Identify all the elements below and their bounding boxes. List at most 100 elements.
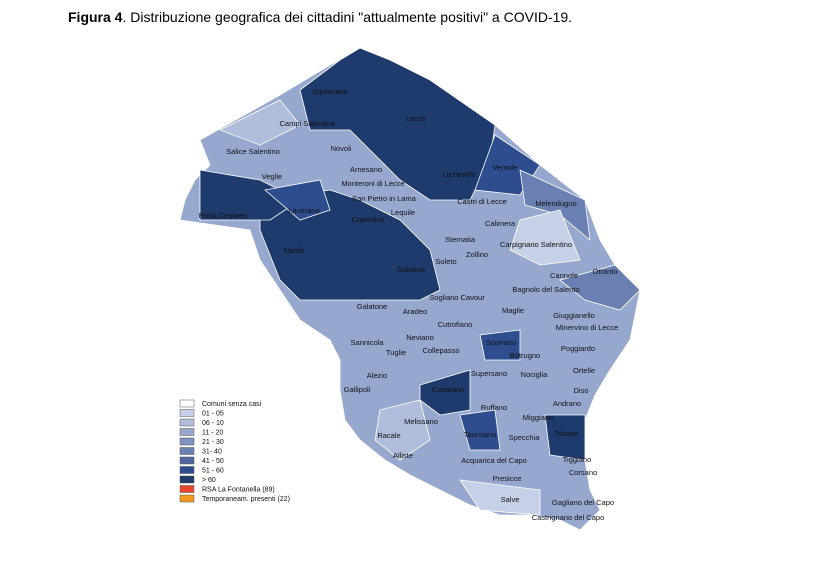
legend-label: > 60: [202, 477, 216, 484]
town-label: Alliste: [393, 451, 413, 460]
legend-label: 21 - 30: [202, 439, 224, 446]
town-label: Taurisano: [464, 430, 497, 439]
town-label: Gallipoli: [344, 385, 371, 394]
town-label: San Pietro in Lama: [352, 194, 417, 203]
legend-swatch: [179, 428, 195, 436]
town-label: Acquarica del Capo: [461, 456, 526, 465]
town-label: Corsano: [569, 468, 597, 477]
legend-swatch: [179, 437, 195, 446]
town-label: Arnesano: [350, 165, 382, 174]
legend-swatch: [179, 456, 195, 465]
town-label: Sternatia: [445, 235, 476, 244]
legend-swatch: [179, 447, 195, 455]
town-label: Alezio: [367, 371, 387, 380]
town-label: Monteroni di Lecce: [341, 179, 404, 188]
legend-swatch: [179, 399, 195, 408]
legend-swatch: [179, 494, 195, 503]
region: [559, 264, 641, 311]
town-label: Galatone: [357, 302, 387, 311]
town-label: Tricase: [554, 429, 578, 438]
legend-label: Temporaneam. presenti (22): [202, 496, 290, 503]
town-label: Neviano: [406, 333, 434, 342]
town-label: Casarano: [432, 385, 465, 394]
town-label: Calimera: [485, 219, 516, 228]
legend-swatch: [179, 466, 195, 474]
legend-swatch: [179, 418, 195, 427]
town-label: Sannicola: [351, 338, 385, 347]
town-label: Aradeo: [403, 307, 427, 316]
legend-label: RSA La Fontanella (89): [202, 486, 275, 493]
legend-label: 31- 40: [202, 448, 222, 455]
map: [179, 47, 641, 531]
town-label: Cutrofiano: [438, 320, 473, 329]
town-labels: Squinzano Lecce Campi Salentina Novoli Salic…: [199, 87, 618, 522]
town-label: Copertino: [352, 215, 385, 224]
legend-swatch: [179, 485, 195, 493]
town-label: Otranto: [592, 267, 617, 276]
town-label: Poggiardo: [561, 344, 595, 353]
town-label: Laverano: [288, 206, 319, 215]
town-label: Ortelle: [573, 366, 595, 375]
legend-label: 06 - 10: [202, 420, 224, 427]
town-label: Presicce: [493, 474, 522, 483]
region: [544, 414, 586, 461]
town-label: Scorrano: [486, 338, 516, 347]
region: [219, 99, 301, 146]
legend-label: Comuni senza casi: [202, 401, 262, 408]
town-label: Nociglia: [521, 370, 549, 379]
town-label: Gagliano del Capo: [552, 498, 614, 507]
town-label: Soleto: [435, 257, 456, 266]
region: [459, 409, 501, 451]
town-label: Ruffano: [481, 403, 507, 412]
town-label: Botrugno: [510, 351, 540, 360]
town-label: Lizzanello: [442, 170, 475, 179]
town-label: Squinzano: [312, 87, 347, 96]
town-label: Diso: [573, 386, 588, 395]
town-label: Salve: [501, 495, 520, 504]
town-label: Novoli: [331, 144, 352, 153]
town-label: Lecce: [406, 114, 426, 123]
town-label: Melendugno: [535, 199, 576, 208]
region: [199, 169, 301, 221]
town-label: Racale: [377, 431, 400, 440]
region: [374, 399, 431, 461]
legend-label: 01 - 05: [202, 410, 224, 417]
town-label: Campi Salentina: [279, 119, 335, 128]
town-label: Lequile: [391, 208, 415, 217]
town-label: Galatina: [397, 265, 426, 274]
legend: Comuni senza casi 01 - 05 06 - 10 11 - 20 21…: [179, 399, 290, 503]
town-label: Bagnolo del Salento: [512, 285, 579, 294]
town-label: Giuggianello: [553, 311, 595, 320]
town-label: Salice Salentino: [226, 147, 280, 156]
town-label: Castri di Lecce: [457, 197, 507, 206]
town-label: Specchia: [509, 433, 541, 442]
town-label: Carpignano Salentino: [500, 240, 572, 249]
figure-title: Figura 4. Distribuzione geografica dei c…: [68, 9, 572, 25]
town-label: Porto Cesareo: [199, 211, 247, 220]
town-label: Zollino: [466, 250, 488, 259]
town-label: Tiggiano: [563, 455, 592, 464]
town-label: Castrignano del Capo: [532, 513, 605, 522]
town-label: Minervino di Lecce: [556, 323, 619, 332]
town-label: Nardò: [284, 246, 304, 255]
region: [419, 369, 471, 416]
town-label: Maglie: [502, 306, 524, 315]
figure-label: Figura 4: [68, 9, 123, 25]
legend-label: 51 - 60: [202, 467, 224, 474]
region: [509, 209, 581, 266]
region: [479, 329, 521, 361]
town-label: Sogliano Cavour: [429, 293, 485, 302]
town-label: Miggiano: [523, 413, 553, 422]
region: [519, 169, 591, 241]
town-label: Vernole: [492, 163, 517, 172]
region: [459, 479, 541, 516]
town-label: Melissano: [404, 417, 438, 426]
town-label: Collepasso: [422, 346, 459, 355]
town-label: Veglie: [262, 172, 282, 181]
figure-caption: . Distribuzione geografica dei cittadini…: [122, 9, 572, 25]
legend-swatch: [179, 409, 195, 417]
legend-label: 41 - 50: [202, 458, 224, 465]
legend-label: 11 - 20: [202, 429, 223, 436]
town-label: Andrano: [553, 399, 581, 408]
